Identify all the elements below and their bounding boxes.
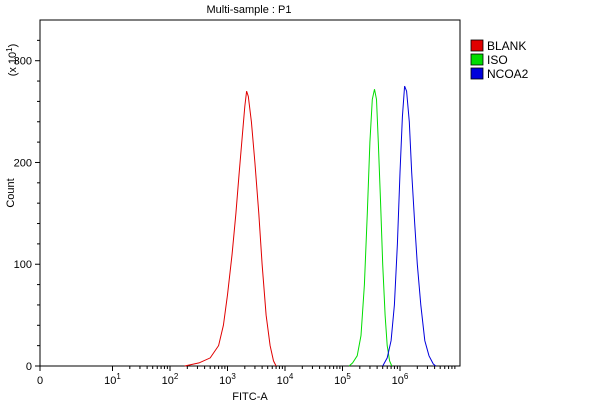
y-multiplier-exp: 1 [5,47,14,52]
y-tick-label: 100 [14,259,32,271]
x-tick-label: 106 [392,372,409,387]
legend-label-blank: BLANK [487,39,526,53]
y-multiplier-label: (x 101) [5,44,19,77]
plot-series [184,85,437,367]
y-axis-label: Count [5,178,17,207]
legend-label-ncoa2: NCOA2 [487,67,529,81]
y-tick-label: 200 [14,157,32,169]
legend-swatch-ncoa2 [470,67,484,80]
x-axis-label: FITC-A [232,391,268,403]
series-line-blank [184,91,277,367]
legend-swatch-blank [470,39,484,52]
y-tick-label: 0 [26,361,32,373]
series-line-ncoa2 [382,85,437,367]
chart-title: Multi-sample : P1 [207,4,292,16]
x-tick-label: 102 [162,372,179,387]
y-axis: 0 100 200 300 [14,39,40,373]
y-multiplier-prefix: (x 10 [7,52,19,76]
legend-label-iso: ISO [487,53,508,67]
series-line-iso [348,89,393,367]
legend-swatch-iso [470,53,484,66]
x-tick-label: 104 [277,372,294,387]
y-multiplier-suffix: ) [7,44,19,48]
x-tick-label: 101 [104,372,121,387]
y-tick-label: 300 [14,56,32,68]
x-tick-label: 0 [37,375,43,387]
x-axis: 0 101 102 103 104 105 106 [37,366,456,387]
plot-frame [39,19,461,367]
x-tick-label: 105 [334,372,351,387]
x-tick-label: 103 [219,372,236,387]
